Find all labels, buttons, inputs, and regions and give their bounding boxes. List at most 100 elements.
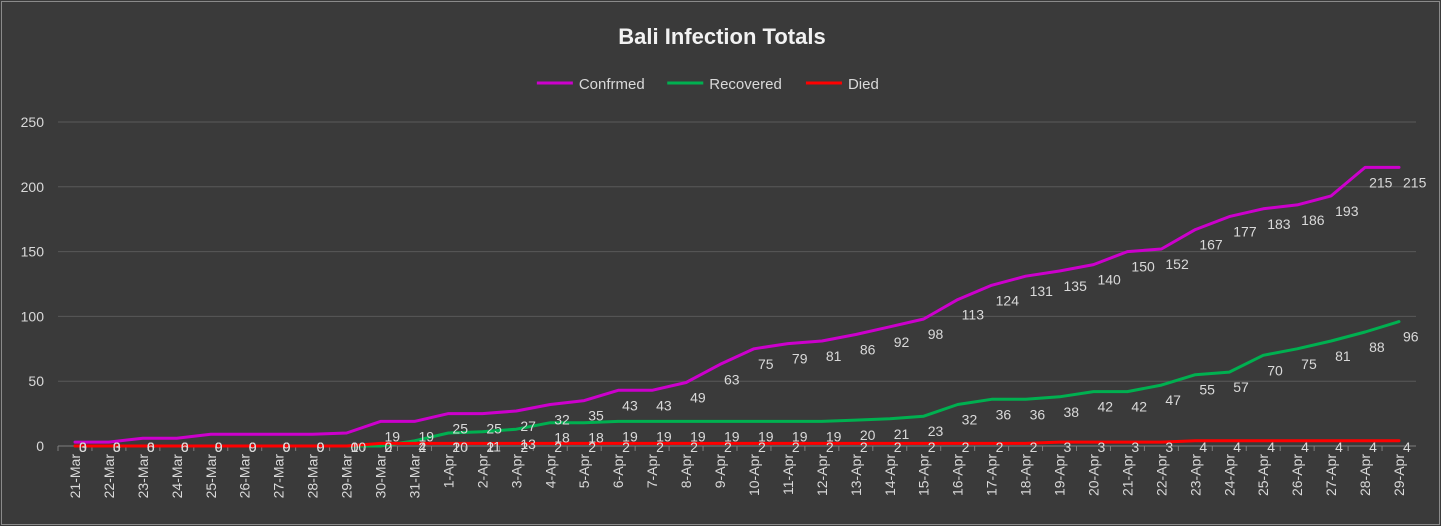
data-label-confrmed: 10 bbox=[351, 439, 367, 455]
data-label-died: 0 bbox=[317, 439, 325, 455]
data-label-died: 2 bbox=[894, 439, 902, 455]
data-label-confrmed: 9 bbox=[215, 439, 223, 455]
x-tick-label: 13-Apr bbox=[848, 454, 864, 496]
data-label-recovered: 96 bbox=[1403, 329, 1419, 345]
data-label-recovered: 11 bbox=[486, 439, 501, 455]
x-tick-label: 5-Apr bbox=[576, 454, 592, 489]
data-label-died: 2 bbox=[385, 439, 393, 455]
data-label-confrmed: 86 bbox=[860, 342, 876, 358]
data-label-recovered: 0 bbox=[147, 439, 155, 455]
data-label-died: 2 bbox=[792, 439, 800, 455]
data-label-died: 3 bbox=[1097, 439, 1105, 455]
x-tick-label: 4-Apr bbox=[542, 454, 558, 489]
data-label-died: 0 bbox=[181, 439, 189, 455]
data-label-confrmed: 32 bbox=[554, 412, 570, 428]
data-label-recovered: 4 bbox=[418, 439, 426, 455]
y-axis: 0 50 100 150 200 250 bbox=[21, 114, 45, 454]
data-label-confrmed: 9 bbox=[283, 439, 291, 455]
legend: Confrmed Recovered Died bbox=[536, 76, 879, 93]
data-label-confrmed: 177 bbox=[1233, 224, 1257, 240]
data-label-recovered: 75 bbox=[1301, 356, 1317, 372]
data-label-confrmed: 25 bbox=[486, 421, 502, 437]
y-tick-label: 200 bbox=[21, 179, 45, 195]
series-line-died bbox=[73, 439, 1401, 448]
data-label-died: 2 bbox=[826, 439, 834, 455]
data-label-died: 2 bbox=[452, 439, 460, 455]
x-tick-label: 23-Mar bbox=[135, 454, 151, 499]
x-tick-label: 26-Apr bbox=[1289, 454, 1305, 496]
series-line-confrmed bbox=[73, 165, 1401, 444]
data-label-recovered: 0 bbox=[317, 439, 325, 455]
data-label-died: 2 bbox=[724, 439, 732, 455]
data-label-died: 0 bbox=[215, 439, 223, 455]
data-label-died: 3 bbox=[1131, 439, 1139, 455]
x-tick-label: 12-Apr bbox=[814, 454, 830, 496]
y-tick-label: 50 bbox=[28, 373, 44, 389]
x-tick-label: 16-Apr bbox=[950, 454, 966, 496]
x-tick-label: 24-Apr bbox=[1221, 454, 1237, 496]
data-label-recovered: 19 bbox=[656, 428, 672, 444]
data-label-recovered: 18 bbox=[588, 430, 604, 446]
data-label-recovered: 18 bbox=[554, 430, 570, 446]
data-label-recovered: 19 bbox=[690, 428, 706, 444]
data-label-confrmed: 135 bbox=[1064, 278, 1088, 294]
data-label-recovered: 42 bbox=[1097, 399, 1113, 415]
data-label-recovered: 55 bbox=[1199, 382, 1215, 398]
y-tick-label: 100 bbox=[21, 308, 45, 324]
data-label-confrmed: 43 bbox=[622, 397, 638, 413]
data-label-confrmed: 43 bbox=[656, 397, 672, 413]
data-label-confrmed: 98 bbox=[928, 326, 944, 342]
x-tick-label: 10-Apr bbox=[746, 454, 762, 496]
legend-item-died: Died bbox=[805, 76, 879, 93]
data-label-recovered: 38 bbox=[1064, 404, 1080, 420]
x-tick-label: 8-Apr bbox=[678, 454, 694, 489]
data-label-recovered: 19 bbox=[826, 428, 842, 444]
legend-label: Died bbox=[848, 76, 879, 93]
data-label-recovered: 19 bbox=[724, 428, 740, 444]
data-label-confrmed: 140 bbox=[1097, 272, 1121, 288]
data-label-died: 4 bbox=[1403, 439, 1411, 455]
data-label-confrmed: 9 bbox=[317, 439, 325, 455]
data-label-died: 4 bbox=[1301, 439, 1309, 455]
data-label-recovered: 20 bbox=[860, 427, 876, 443]
data-label-confrmed: 63 bbox=[724, 371, 740, 387]
data-label-died: 2 bbox=[1030, 439, 1038, 455]
data-label-died: 2 bbox=[656, 439, 664, 455]
data-label-confrmed: 81 bbox=[826, 348, 842, 364]
data-label-confrmed: 152 bbox=[1165, 256, 1189, 272]
data-label-recovered: 32 bbox=[962, 412, 978, 428]
data-label-confrmed: 79 bbox=[792, 351, 808, 367]
chart-title: Bali Infection Totals bbox=[618, 24, 825, 49]
x-axis: 21-Mar 22-Mar 23-Mar 24-Mar 25-Mar 26-Mar 27-M… bbox=[57, 446, 1407, 499]
x-tick-label: 11-Apr bbox=[780, 454, 796, 495]
data-label-confrmed: 113 bbox=[962, 307, 985, 323]
x-tick-label: 19-Apr bbox=[1052, 454, 1068, 496]
x-tick-label: 27-Apr bbox=[1323, 454, 1339, 496]
y-tick-label: 150 bbox=[21, 244, 45, 260]
data-label-confrmed: 183 bbox=[1267, 216, 1291, 232]
x-tick-label: 9-Apr bbox=[712, 454, 728, 489]
data-label-confrmed: 150 bbox=[1131, 259, 1155, 275]
x-tick-label: 27-Mar bbox=[271, 454, 287, 499]
x-tick-label: 6-Apr bbox=[610, 454, 626, 489]
data-label-recovered: 81 bbox=[1335, 348, 1351, 364]
y-tick-label: 250 bbox=[21, 114, 45, 130]
data-label-recovered: 0 bbox=[113, 439, 121, 455]
data-label-recovered: 88 bbox=[1369, 339, 1385, 355]
x-tick-label: 25-Apr bbox=[1255, 454, 1271, 496]
data-label-confrmed: 124 bbox=[996, 292, 1020, 308]
x-tick-label: 28-Apr bbox=[1357, 454, 1373, 496]
data-label-recovered: 36 bbox=[1030, 406, 1046, 422]
data-label-recovered: 47 bbox=[1165, 392, 1181, 408]
data-label-died: 2 bbox=[554, 439, 562, 455]
x-tick-label: 30-Mar bbox=[373, 454, 389, 499]
data-label-confrmed: 193 bbox=[1335, 203, 1359, 219]
data-label-died: 4 bbox=[1335, 439, 1343, 455]
data-label-died: 2 bbox=[996, 439, 1004, 455]
x-tick-label: 26-Mar bbox=[237, 454, 253, 499]
data-label-recovered: 10 bbox=[452, 439, 468, 455]
x-tick-label: 21-Apr bbox=[1119, 454, 1135, 496]
x-tick-label: 22-Apr bbox=[1153, 454, 1169, 496]
x-tick-label: 28-Mar bbox=[305, 454, 321, 499]
